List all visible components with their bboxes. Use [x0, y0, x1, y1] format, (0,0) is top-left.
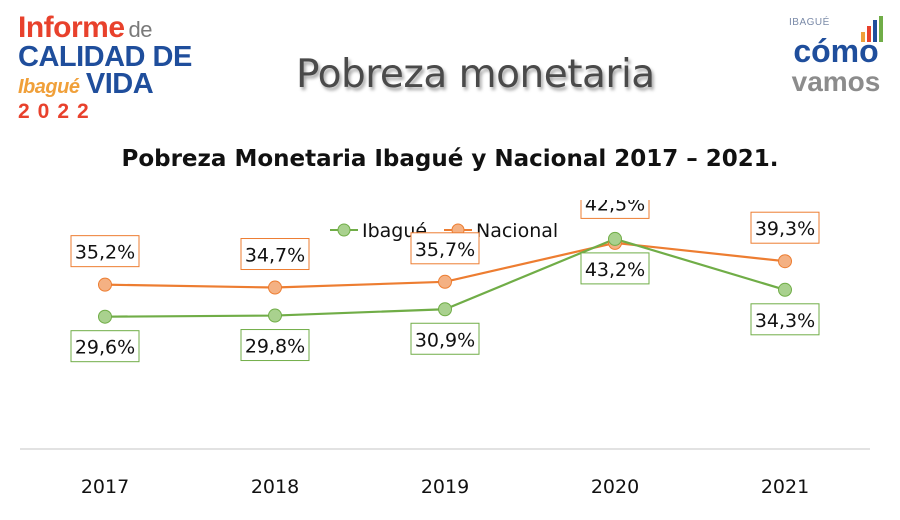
- x-tick-label: 2021: [761, 476, 809, 498]
- logo-year: 2022: [18, 100, 97, 123]
- point-nacional: [778, 254, 792, 269]
- data-label-nacional: 34,7%: [245, 245, 305, 267]
- x-tick-label: 2017: [81, 476, 129, 498]
- legend-label: Nacional: [476, 220, 558, 242]
- point-nacional: [438, 274, 452, 289]
- point-nacional: [98, 277, 112, 292]
- x-tick-label: 2019: [421, 476, 469, 498]
- data-label-box-nacional: [410, 232, 480, 265]
- data-label-box-ibague: [410, 322, 480, 355]
- data-label-ibague: 43,2%: [585, 259, 645, 281]
- point-ibague: [608, 231, 622, 246]
- ibague-como-vamos-logo: IBAGUÉ cómo vamos: [783, 16, 889, 108]
- data-label-box-nacional: [70, 235, 140, 268]
- point-ibague: [778, 282, 792, 297]
- data-label-nacional: 39,3%: [755, 218, 815, 240]
- x-tick-label: 2018: [251, 476, 299, 498]
- data-label-ibague: 29,6%: [75, 337, 135, 359]
- data-label-box-ibague: [240, 329, 310, 362]
- data-label-ibague: 34,3%: [755, 310, 815, 332]
- legend-swatch-marker: [337, 223, 351, 237]
- logo-line-1: Informe de: [18, 11, 153, 44]
- logo-right-line-2: vamos: [791, 66, 881, 97]
- data-label-box-ibague: [580, 252, 650, 285]
- data-label-nacional: 35,2%: [75, 242, 135, 264]
- logo-line-2: CALIDAD DE: [18, 41, 192, 73]
- logo-right-top: IBAGUÉ: [789, 17, 830, 28]
- informe-calidad-de-vida-logo: Informe de CALIDAD DE Ibagué VIDA 2022: [18, 11, 198, 126]
- point-nacional: [268, 280, 282, 295]
- chart-title: Pobreza Monetaria Ibagué y Nacional 2017…: [121, 146, 779, 172]
- data-label-ibague: 29,8%: [245, 336, 305, 358]
- logo-bars-icon: [861, 16, 883, 42]
- data-label-box-nacional: [580, 200, 650, 219]
- data-label-box-nacional: [240, 238, 310, 271]
- data-label-nacional: 35,7%: [415, 239, 475, 261]
- point-ibague: [438, 302, 452, 317]
- data-label-ibague: 30,9%: [415, 329, 475, 351]
- data-label-box-nacional: [750, 211, 820, 244]
- data-label-box-ibague: [750, 303, 820, 336]
- logo-line-3: Ibagué VIDA: [18, 68, 154, 100]
- point-ibague: [268, 308, 282, 323]
- data-label-box-ibague: [70, 330, 140, 363]
- data-label-nacional: 42,5%: [585, 200, 645, 215]
- page-title: Pobreza monetaria: [296, 52, 655, 97]
- x-tick-label: 2020: [591, 476, 639, 498]
- point-ibague: [98, 309, 112, 324]
